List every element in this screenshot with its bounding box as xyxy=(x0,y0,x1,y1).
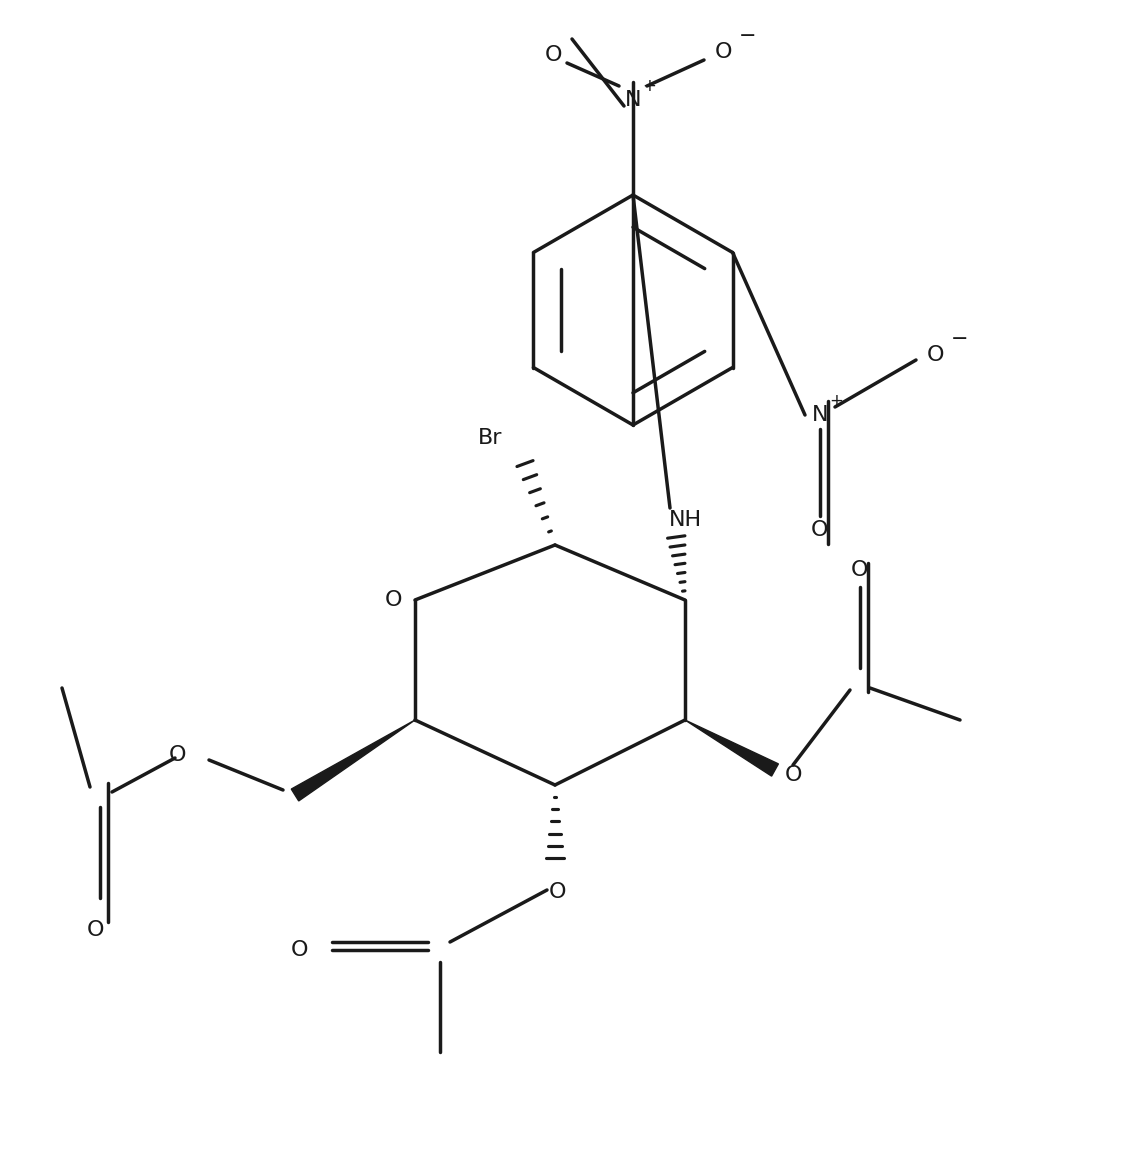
Text: −: − xyxy=(739,26,756,46)
Text: N: N xyxy=(811,405,828,425)
Text: −: − xyxy=(951,329,969,349)
Text: +: + xyxy=(642,77,656,95)
Text: O: O xyxy=(291,940,309,960)
Text: O: O xyxy=(549,882,567,902)
Text: O: O xyxy=(384,590,401,610)
Polygon shape xyxy=(685,720,779,776)
Text: +: + xyxy=(829,392,843,409)
Text: NH: NH xyxy=(668,510,702,530)
Text: O: O xyxy=(87,920,104,940)
Polygon shape xyxy=(291,720,415,800)
Text: N: N xyxy=(624,90,641,110)
Text: O: O xyxy=(544,45,561,65)
Text: O: O xyxy=(926,345,943,365)
Text: Br: Br xyxy=(478,428,502,448)
Text: O: O xyxy=(168,745,186,764)
Text: O: O xyxy=(811,520,828,541)
Text: O: O xyxy=(851,560,869,580)
Text: O: O xyxy=(784,764,801,785)
Text: O: O xyxy=(715,42,731,61)
